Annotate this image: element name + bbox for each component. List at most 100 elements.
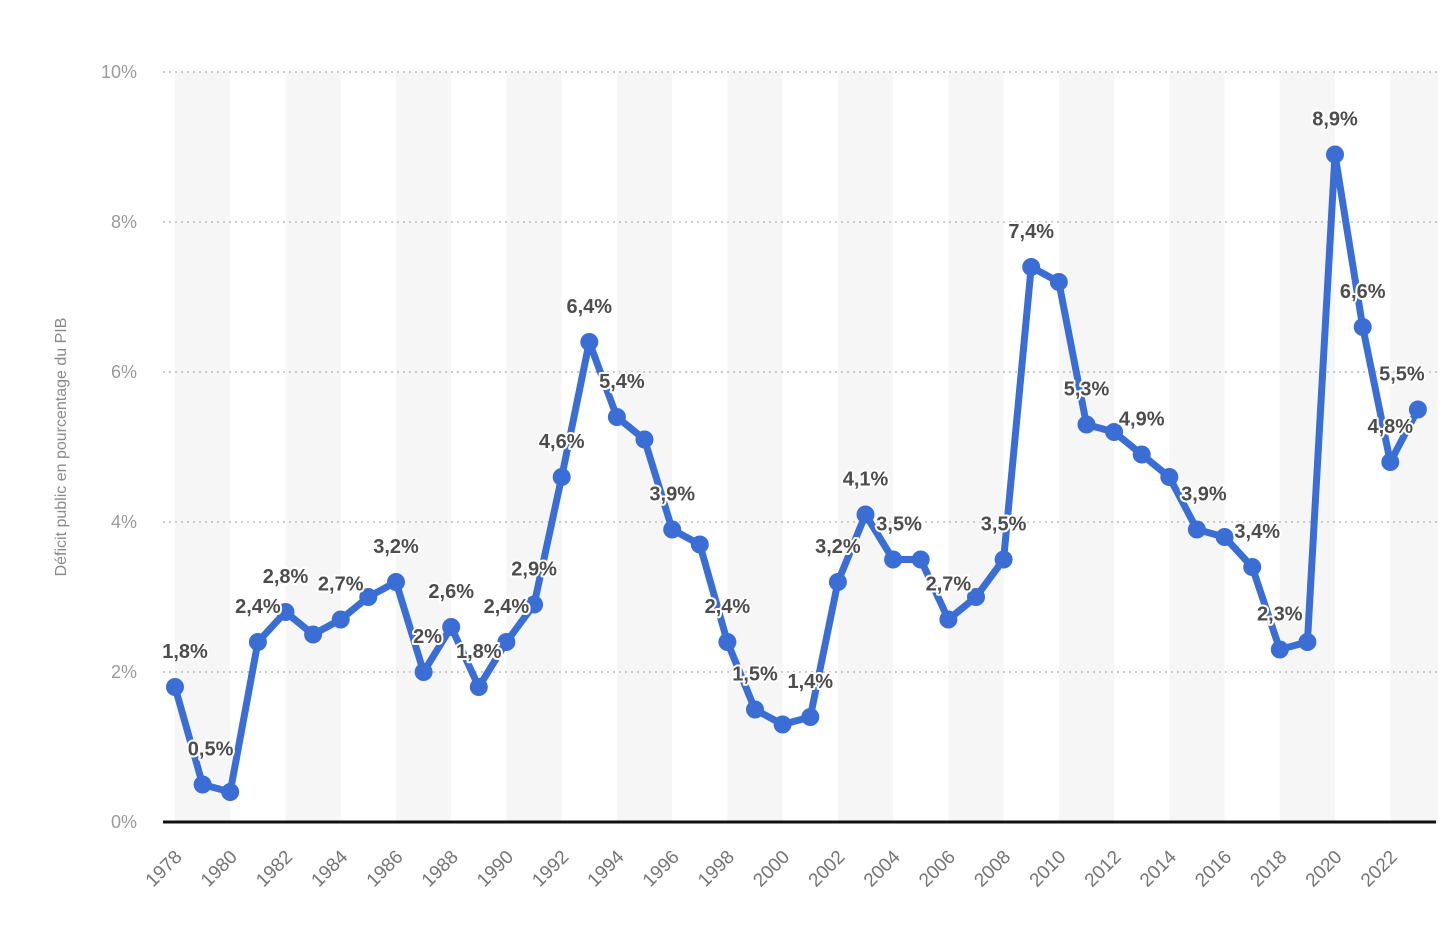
data-point-1996[interactable] [663,520,682,539]
x-axis-tick-label: 2016 [1191,847,1236,892]
data-point-label-1982: 2,8% [263,566,309,588]
data-point-2016[interactable] [1215,528,1234,546]
x-axis-tick-label: 1994 [584,846,629,891]
data-point-1982[interactable] [276,603,295,621]
background-stripe [837,72,894,822]
data-point-1997[interactable] [690,535,709,554]
background-stripe [1058,72,1115,822]
data-point-label-2006: 2,7% [926,574,972,596]
background-stripe [285,72,341,822]
data-point-label-2002: 3,2% [815,536,861,558]
y-axis-tick-label: 10% [101,62,137,82]
data-point-label-2008: 3,5% [981,514,1027,536]
y-axis-tick-label: 4% [111,512,137,532]
x-axis-tick-label: 1986 [363,847,408,892]
data-point-2001[interactable] [801,708,820,726]
data-point-2003[interactable] [856,505,875,524]
data-point-2020[interactable] [1326,145,1344,164]
data-point-2015[interactable] [1187,520,1206,539]
data-point-label-1991: 2,9% [511,559,557,581]
x-axis-tick-label: 2006 [915,847,960,892]
data-point-2004[interactable] [884,550,903,569]
data-point-label-1984: 2,7% [318,574,364,596]
data-point-2014[interactable] [1160,468,1179,486]
data-point-label-1986: 3,2% [373,536,419,558]
x-axis-tick-label: 2012 [1081,847,1126,892]
x-axis: 1978 1980 1982 1984 1986 1988 1990 1992 1994 1996… [142,820,1436,892]
y-axis-title: Déficit public en pourcentage du PIB [53,318,70,577]
data-point-label-1979: 0,5% [188,739,234,761]
data-point-1986[interactable] [387,573,405,591]
x-axis-tick-label: 2004 [860,846,905,891]
data-point-1984[interactable] [331,610,350,629]
data-point-2012[interactable] [1105,423,1124,441]
data-point-1988[interactable] [442,618,461,636]
data-point-1989[interactable] [469,678,488,696]
background-stripe [175,72,231,822]
data-point-1980[interactable] [221,783,240,801]
data-point-label-2018: 2,3% [1257,604,1303,626]
background-stripe [727,72,783,822]
x-axis-tick-label: 2008 [970,847,1015,892]
y-axis: 0% 2% 4% 6% 8% 10% Déficit public en pourcenta… [53,62,137,832]
data-point-2013[interactable] [1132,445,1151,464]
data-point-label-1992: 4,6% [539,431,585,453]
data-point-label-1988: 2,6% [428,581,474,603]
y-axis-tick-label: 6% [111,362,137,382]
data-point-label-1994: 5,4% [599,371,645,393]
series-layer [166,145,1427,801]
data-point-2017[interactable] [1243,558,1262,576]
data-point-1983[interactable] [304,625,323,644]
data-point-1990[interactable] [497,633,516,651]
data-point-1987[interactable] [414,663,433,681]
y-axis-tick-label: 0% [111,812,137,832]
data-point-1999[interactable] [746,700,764,719]
data-point-1992[interactable] [552,468,571,486]
data-point-2007[interactable] [967,588,985,606]
data-point-2010[interactable] [1049,273,1068,291]
data-point-2023[interactable] [1408,400,1427,419]
x-axis-tick-label: 2022 [1357,847,1402,892]
data-point-2021[interactable] [1353,318,1372,336]
data-point-1981[interactable] [248,633,267,651]
data-point-label-2009: 7,4% [1008,221,1054,243]
x-axis-tick-label: 2018 [1247,847,1292,892]
data-point-label-2022: 4,8% [1368,416,1414,438]
data-point-1994[interactable] [607,408,626,426]
data-point-2018[interactable] [1270,640,1289,659]
x-axis-tick-label: 1978 [142,847,187,892]
data-point-2006[interactable] [939,610,958,629]
x-axis-tick-label: 2020 [1302,847,1347,892]
background-stripe [395,72,452,822]
data-point-1998[interactable] [718,633,737,651]
data-point-label-2017: 3,4% [1234,521,1280,543]
data-point-label-2011: 5,3% [1064,379,1110,401]
data-point-2005[interactable] [911,550,930,569]
data-point-label-2021: 6,6% [1340,281,1386,303]
y-axis-tick-label: 8% [111,212,137,232]
data-point-1978[interactable] [166,678,184,696]
x-axis-tick-label: 1990 [473,847,518,892]
background-stripe [506,72,562,822]
data-point-2011[interactable] [1077,415,1096,434]
data-point-2008[interactable] [994,550,1013,569]
data-point-label-2001: 1,4% [788,671,834,693]
data-point-1985[interactable] [359,588,378,606]
data-point-1991[interactable] [525,595,544,614]
data-point-label-2003: 4,1% [843,469,889,491]
x-axis-tick-label: 2014 [1136,846,1181,891]
data-point-1995[interactable] [635,430,654,449]
data-point-1979[interactable] [193,775,212,794]
data-point-2009[interactable] [1022,258,1041,276]
x-axis-tick-label: 1984 [308,846,353,891]
data-point-label-2004: 3,5% [876,514,922,536]
data-point-2022[interactable] [1381,453,1400,471]
data-point-2000[interactable] [773,715,792,734]
point-labels-layer: 1,8% 0,5% 2,4% 2,8% 2,7% 3,2% 2% 2,6% 1,8% 2,4% 2,… [160,107,1427,763]
data-point-2019[interactable] [1298,633,1317,651]
data-point-2002[interactable] [828,573,847,591]
data-point-1993[interactable] [580,333,599,351]
x-axis-tick-label: 1998 [694,847,739,892]
